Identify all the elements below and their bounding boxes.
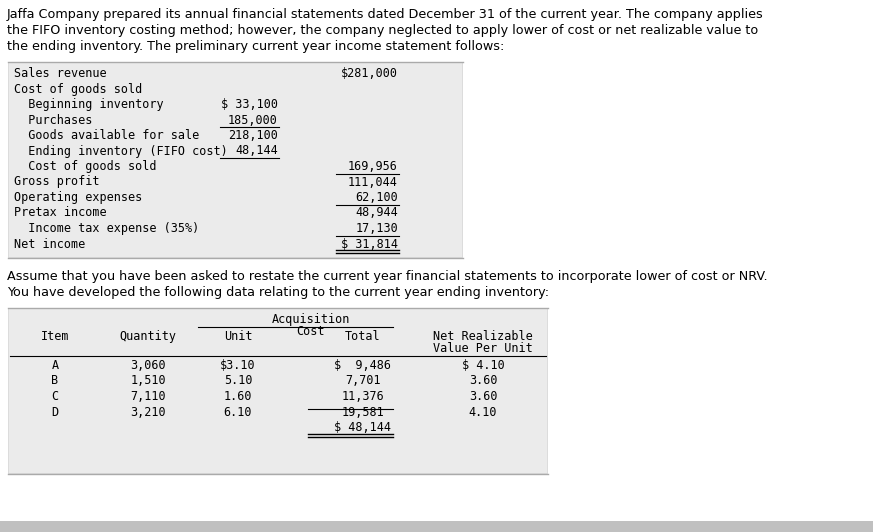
Text: 3,210: 3,210 xyxy=(130,405,166,419)
Text: 1,510: 1,510 xyxy=(130,375,166,387)
FancyBboxPatch shape xyxy=(0,521,873,532)
Text: Acquisition: Acquisition xyxy=(272,313,350,326)
Text: 3,060: 3,060 xyxy=(130,359,166,372)
Text: Total: Total xyxy=(345,330,381,343)
Text: Unit: Unit xyxy=(223,330,252,343)
Text: 4.10: 4.10 xyxy=(469,405,498,419)
Text: Sales revenue: Sales revenue xyxy=(14,67,107,80)
FancyBboxPatch shape xyxy=(8,62,463,258)
Text: $3.10: $3.10 xyxy=(220,359,256,372)
Text: Ending inventory (FIFO cost): Ending inventory (FIFO cost) xyxy=(14,145,228,157)
Text: 48,944: 48,944 xyxy=(355,206,398,220)
Text: 7,110: 7,110 xyxy=(130,390,166,403)
Text: $ 31,814: $ 31,814 xyxy=(341,237,398,251)
Text: Cost: Cost xyxy=(296,325,325,338)
Text: Goods available for sale: Goods available for sale xyxy=(14,129,199,142)
Text: You have developed the following data relating to the current year ending invent: You have developed the following data re… xyxy=(7,286,549,299)
FancyBboxPatch shape xyxy=(9,63,462,257)
Text: 3.60: 3.60 xyxy=(469,375,498,387)
Text: C: C xyxy=(52,390,58,403)
Text: 62,100: 62,100 xyxy=(355,191,398,204)
Text: 7,701: 7,701 xyxy=(345,375,381,387)
Text: Quantity: Quantity xyxy=(120,330,176,343)
Text: Cost of goods sold: Cost of goods sold xyxy=(14,160,156,173)
Text: Value Per Unit: Value Per Unit xyxy=(433,342,533,355)
Text: Beginning inventory: Beginning inventory xyxy=(14,98,163,111)
FancyBboxPatch shape xyxy=(9,309,547,473)
Text: Cost of goods sold: Cost of goods sold xyxy=(14,82,142,96)
Text: 169,956: 169,956 xyxy=(348,160,398,173)
Text: A: A xyxy=(52,359,58,372)
Text: Pretax income: Pretax income xyxy=(14,206,107,220)
Text: 185,000: 185,000 xyxy=(228,113,278,127)
Text: Net income: Net income xyxy=(14,237,86,251)
Text: the FIFO inventory costing method; however, the company neglected to apply lower: the FIFO inventory costing method; howev… xyxy=(7,24,759,37)
Text: D: D xyxy=(52,405,58,419)
Text: 218,100: 218,100 xyxy=(228,129,278,142)
Text: Item: Item xyxy=(41,330,69,343)
Text: Net Realizable: Net Realizable xyxy=(433,330,533,343)
Text: the ending inventory. The preliminary current year income statement follows:: the ending inventory. The preliminary cu… xyxy=(7,40,505,53)
Text: Assume that you have been asked to restate the current year financial statements: Assume that you have been asked to resta… xyxy=(7,270,767,283)
Text: 5.10: 5.10 xyxy=(223,375,252,387)
Text: 17,130: 17,130 xyxy=(355,222,398,235)
Text: Gross profit: Gross profit xyxy=(14,176,100,188)
FancyBboxPatch shape xyxy=(8,308,548,474)
Text: $ 33,100: $ 33,100 xyxy=(221,98,278,111)
Text: $  9,486: $ 9,486 xyxy=(334,359,391,372)
Text: $ 48,144: $ 48,144 xyxy=(334,421,391,434)
Text: 6.10: 6.10 xyxy=(223,405,252,419)
Text: $ 4.10: $ 4.10 xyxy=(462,359,505,372)
Text: $281,000: $281,000 xyxy=(341,67,398,80)
Text: 3.60: 3.60 xyxy=(469,390,498,403)
Text: B: B xyxy=(52,375,58,387)
Text: 111,044: 111,044 xyxy=(348,176,398,188)
Text: Jaffa Company prepared its annual financial statements dated December 31 of the : Jaffa Company prepared its annual financ… xyxy=(7,8,764,21)
Text: Operating expenses: Operating expenses xyxy=(14,191,142,204)
Text: 1.60: 1.60 xyxy=(223,390,252,403)
Text: Purchases: Purchases xyxy=(14,113,93,127)
Text: 19,581: 19,581 xyxy=(341,405,384,419)
Text: 11,376: 11,376 xyxy=(341,390,384,403)
Text: 48,144: 48,144 xyxy=(235,145,278,157)
Text: Income tax expense (35%): Income tax expense (35%) xyxy=(14,222,199,235)
